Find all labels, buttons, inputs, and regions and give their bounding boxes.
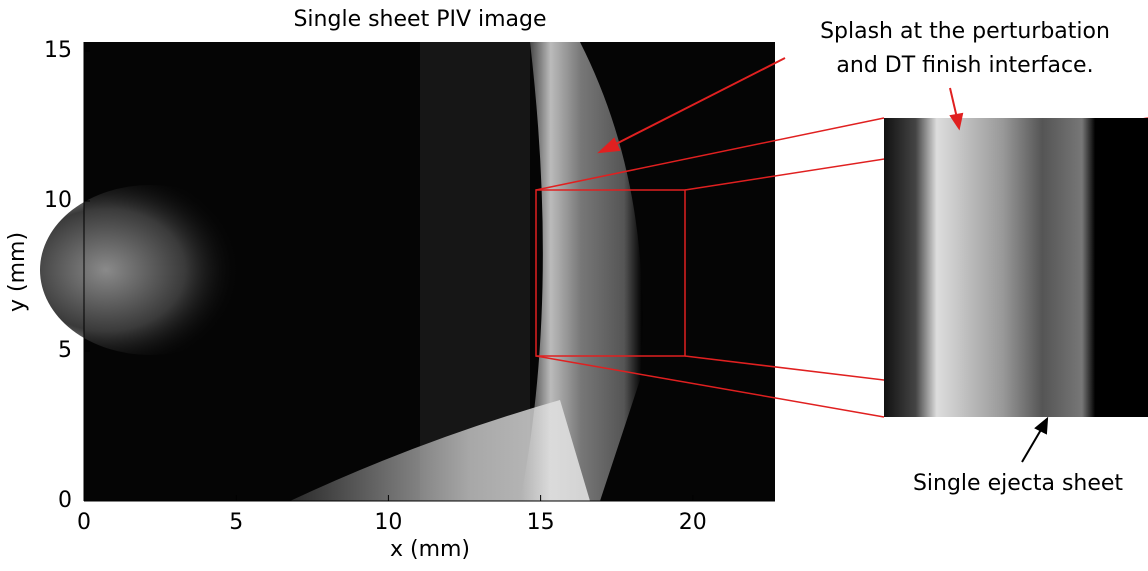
x-tick-label: 5 <box>229 510 243 535</box>
y-tick-label: 15 <box>44 38 72 63</box>
y-tick-label: 10 <box>44 188 72 213</box>
piv-image <box>40 42 775 501</box>
x-tick-label: 15 <box>527 510 555 535</box>
annotation: Single ejecta sheet <box>913 471 1123 496</box>
inset-image <box>884 118 1148 417</box>
annotation: and DT finish interface. <box>836 53 1093 78</box>
chart-title: Single sheet PIV image <box>293 7 546 32</box>
x-axis-label: x (mm) <box>390 537 470 562</box>
x-tick-label: 10 <box>374 510 402 535</box>
figure: Single sheet PIV image x (mm) y (mm) Spl… <box>0 0 1148 567</box>
y-axis-label: y (mm) <box>5 232 30 312</box>
annotation: Splash at the perturbation <box>820 19 1110 44</box>
x-tick-label: 0 <box>77 510 91 535</box>
arrow-black <box>1022 419 1047 462</box>
y-tick-label: 0 <box>58 488 72 513</box>
y-tick-label: 5 <box>58 338 72 363</box>
x-tick-label: 20 <box>679 510 707 535</box>
